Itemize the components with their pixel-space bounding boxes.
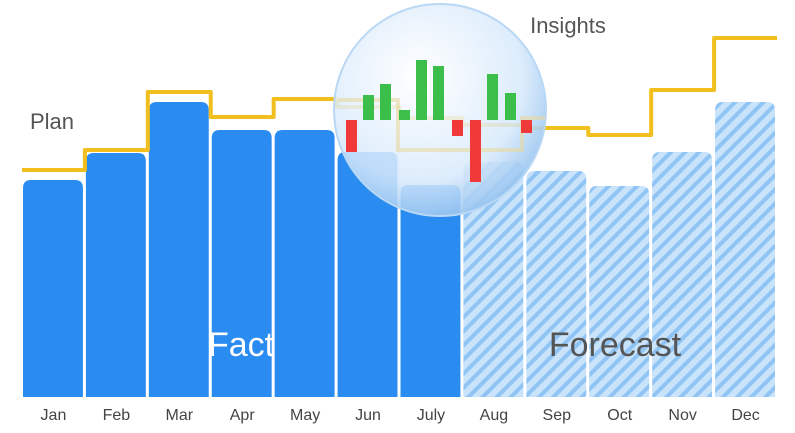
- x-tick-label: Sep: [543, 407, 572, 424]
- x-tick-label: May: [290, 407, 320, 424]
- x-tick-label: July: [417, 407, 445, 424]
- x-tick-label: Feb: [103, 407, 131, 424]
- x-tick-label: Jan: [41, 407, 67, 424]
- x-tick-label: Jun: [355, 407, 381, 424]
- x-tick-label: Nov: [668, 407, 696, 424]
- x-tick-label: Oct: [607, 407, 632, 424]
- annotation: Insights: [530, 13, 606, 38]
- page: {"chart_data": {"type": "bar", "categori…: [0, 0, 795, 433]
- series-label: Forecast: [549, 326, 682, 364]
- series-label: Plan: [30, 109, 74, 134]
- x-tick-label: Apr: [230, 407, 256, 424]
- bar: [589, 186, 649, 397]
- bar: [149, 102, 209, 397]
- bar: [715, 102, 775, 397]
- series-label: Fact: [208, 326, 275, 364]
- x-tick-label: Aug: [480, 407, 508, 424]
- insights-bubble: [334, 4, 546, 216]
- x-tick-label: Mar: [166, 407, 194, 424]
- bar: [23, 180, 83, 397]
- bar: [275, 130, 335, 397]
- bar: [86, 153, 146, 397]
- chart: Jan Feb Mar Apr May Jun July Aug Sep Oct Nov Dec Fac…: [0, 0, 795, 433]
- bar: [401, 185, 461, 397]
- x-tick-label: Dec: [731, 407, 759, 424]
